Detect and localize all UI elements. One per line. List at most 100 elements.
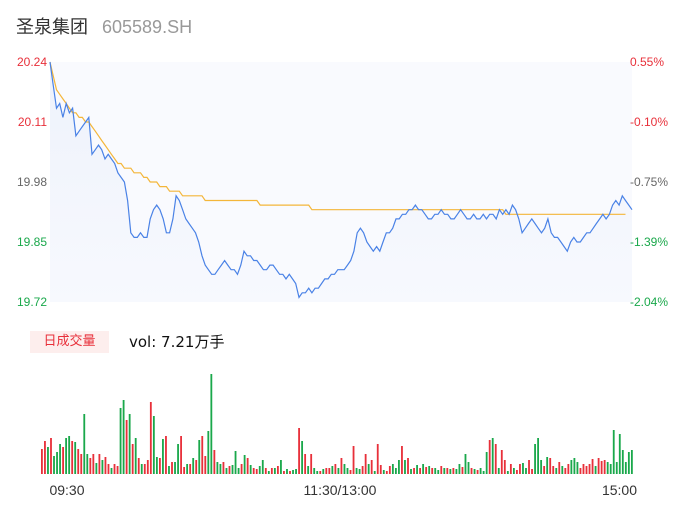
volume-bar [355,468,358,474]
volume-bar [158,458,161,474]
volume-bar [216,462,219,474]
volume-bar [255,469,258,474]
volume-bar [83,414,86,474]
volume-bar [407,458,409,474]
price-tick-label: 19.85 [17,235,47,249]
volume-bar [482,471,485,474]
volume-bar [555,468,558,474]
volume-bar [391,464,394,474]
volume-bar [615,462,618,474]
volume-bar [461,467,464,474]
volume-bar [204,456,207,474]
volume-bar [292,470,294,474]
volume-bar [549,458,552,474]
volume-bar [331,466,334,474]
volume-bar [162,439,164,474]
volume-bar [264,468,267,474]
volume-bar [210,374,213,474]
volume-bar [201,436,204,474]
volume-bar [283,471,285,474]
volume-bar [543,466,546,474]
volume-bar [65,438,68,474]
volume-bar [47,447,49,474]
volume-bar [328,468,331,474]
volume-bar [104,457,107,474]
time-axis-label: 09:30 [49,482,84,498]
volume-bar [379,465,382,474]
volume-period-badge[interactable]: 日成交量 [30,331,109,353]
volume-bar [295,469,297,474]
volume-bar [488,440,491,474]
volume-bar [506,471,509,474]
volume-bar [579,468,582,474]
volume-bar [597,458,600,474]
volume-bar [561,466,564,474]
volume-bar [413,468,415,474]
volume-bar [398,460,400,474]
volume-bar [373,471,376,474]
volume-bar [174,462,176,474]
volume-bar [473,469,476,474]
volume-bar [77,449,80,474]
volume-bar [376,444,379,474]
volume-bar [86,454,89,474]
volume-bar [110,468,113,474]
volume-bar [416,465,418,474]
percent-tick-label: -0.75% [630,175,668,189]
volume-bar [491,438,494,474]
volume-bar [128,414,131,474]
volume-bar [140,464,143,474]
price-tick-label: 20.11 [18,115,47,129]
volume-bar [428,466,431,474]
volume-bar [307,466,310,474]
volume-bar [186,464,189,474]
volume-bar [603,460,606,474]
volume-bar [443,468,446,474]
volume-bar [240,464,243,474]
volume-bar [280,460,282,474]
volume-bar [516,470,518,474]
price-tick-label: 20.24 [17,55,47,69]
volume-bar [228,466,231,474]
volume-bar [567,464,570,474]
volume-bar [270,468,273,474]
volume-bar [231,465,234,474]
volume-bar [367,464,370,474]
volume-bar [431,468,434,474]
volume-bar [122,400,125,474]
volume-bar [213,450,216,474]
volume-bar [62,447,64,474]
volume-bar [500,450,503,474]
volume-bar [340,458,343,474]
volume-bar [528,460,530,474]
volume-bar [298,428,300,474]
stock-code: 605589.SH [102,17,193,37]
volume-bar [143,464,146,474]
volume-bar [137,458,140,474]
volume-bar [53,456,55,474]
volume-bar [119,408,122,474]
volume-bar [630,450,633,474]
volume-bar [125,420,128,474]
volume-bar [107,464,110,474]
volume-bar [382,470,385,474]
volume-bar [310,454,313,474]
volume-bar [410,469,412,474]
volume-bar [401,446,403,474]
volume-bar [243,455,246,474]
volume-bar [446,468,449,474]
volume-bar [419,468,422,474]
volume-bar [624,462,627,474]
volume-bar [470,468,473,474]
volume-bar [168,466,170,474]
volume-bar [258,466,261,474]
price-area-fill [50,62,632,302]
volume-bar [44,441,46,474]
percent-tick-label: -0.10% [630,115,668,129]
volume-bar [152,416,155,474]
volume-bar [155,457,158,474]
percent-tick-label: -1.39% [630,235,668,249]
volume-bar [261,460,264,474]
volume-value: vol: 7.21万手 [129,333,225,351]
